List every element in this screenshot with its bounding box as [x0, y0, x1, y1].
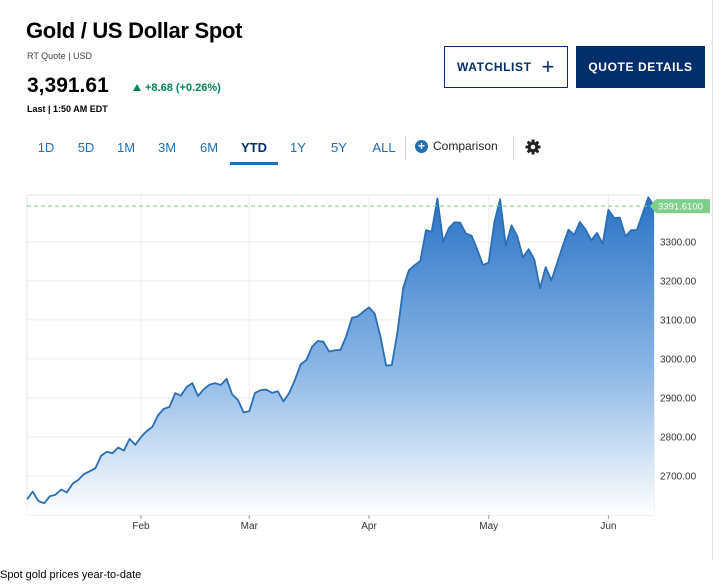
watchlist-label: WATCHLIST	[457, 60, 532, 74]
y-tick-label: 2900.00	[660, 393, 697, 404]
y-tick-label: 3200.00	[660, 276, 697, 287]
plus-circle-icon: +	[415, 139, 428, 153]
y-tick-label: 3000.00	[660, 354, 697, 365]
gear-icon[interactable]	[525, 139, 541, 155]
tab-1y[interactable]: 1Y	[290, 140, 306, 155]
tab-1m[interactable]: 1M	[116, 140, 136, 155]
y-tick-label: 2700.00	[660, 471, 697, 482]
last-value-badge	[650, 199, 710, 214]
tab-1d[interactable]: 1D	[37, 140, 55, 155]
quote-details-button[interactable]: QUOTE DETAILS	[576, 46, 705, 88]
y-tick-label: 3300.00	[660, 237, 697, 248]
tab-ytd[interactable]: YTD	[230, 136, 278, 165]
x-tick-label: Feb	[132, 521, 150, 532]
page-title: Gold / US Dollar Spot	[26, 18, 243, 43]
price-change: +8.68 (+0.26%)	[133, 82, 221, 94]
quote-panel: Gold / US Dollar Spot RT Quote | USD 3,3…	[0, 0, 713, 560]
comparison-label: Comparison	[433, 139, 498, 153]
range-divider	[405, 136, 406, 160]
range-tabs: 1D 5D 1M 3M 6M YTD 1Y 5Y ALL	[26, 136, 408, 166]
chart-caption: Spot gold prices year-to-date	[0, 569, 142, 581]
last-updated: Last | 1:50 AM EDT	[27, 104, 108, 114]
quote-subtitle: RT Quote | USD	[27, 51, 93, 61]
x-tick-label: Jun	[600, 521, 616, 532]
x-tick-label: Apr	[361, 521, 377, 532]
price-area	[27, 197, 654, 516]
watchlist-button[interactable]: WATCHLIST +	[444, 46, 568, 88]
up-arrow-icon	[133, 84, 141, 91]
plus-icon: +	[541, 54, 555, 79]
price-chart[interactable]: 2700.00 2800.00 2900.00 3000.00 3100.00 3200.…	[0, 185, 713, 535]
last-value-label: 3391.6100	[658, 202, 703, 213]
y-tick-label: 3100.00	[660, 315, 697, 326]
tab-3m[interactable]: 3M	[157, 140, 177, 155]
tab-all[interactable]: ALL	[372, 140, 396, 155]
comparison-button[interactable]: + Comparison	[415, 139, 498, 153]
tab-6m[interactable]: 6M	[199, 140, 219, 155]
x-tick-label: May	[479, 521, 498, 532]
price-change-value: +8.68 (+0.26%)	[145, 82, 221, 94]
price-line	[26, 196, 655, 505]
tab-5y[interactable]: 5Y	[331, 140, 347, 155]
last-price: 3,391.61	[27, 74, 109, 97]
settings-divider	[513, 136, 514, 160]
tab-5d[interactable]: 5D	[77, 140, 95, 155]
x-tick-label: Mar	[241, 521, 259, 532]
y-tick-label: 2800.00	[660, 432, 697, 443]
